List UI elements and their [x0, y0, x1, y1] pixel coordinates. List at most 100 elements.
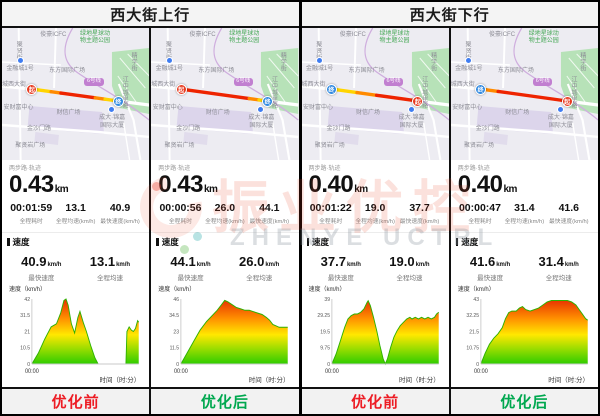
speed-area-chart: 0 10.75 21.5 32.25 43 00:00 — [466, 297, 588, 375]
stat-duration-value: 00:01:22 — [309, 202, 352, 215]
speed-area-chart: 0 11.5 23 34.5 46 00:00 — [169, 297, 288, 375]
chart-stat-avg-label: 全程均速 — [96, 275, 123, 282]
svg-text:34.5: 34.5 — [169, 313, 179, 319]
stat-row: 00:01:59 全程耗时 13.1 全程均速(km/h) 40.9 最快速度(… — [9, 202, 142, 225]
map-label-jingxue: 精学街 — [429, 51, 436, 72]
chart-stat-max-value-row: 44.1km/h — [156, 253, 225, 271]
section-up: 西大街上行 俊豪ICFC 聚贤街 绿地星球动 物主题公园 — [2, 2, 299, 414]
route-left-marker: 起 — [26, 83, 38, 95]
chart-stat-avg-label: 全程均速 — [545, 275, 572, 282]
stat-max-speed-value: 41.6 — [558, 202, 580, 215]
distance-unit: km — [54, 184, 69, 195]
map-label-xidajie: 城西大街 — [151, 82, 176, 89]
map-label-chengda-line2: 国际大厦 — [100, 122, 125, 129]
optimization-label: 优化前 — [2, 387, 150, 414]
map-label-jinshamen: 金沙门路 — [326, 125, 351, 132]
svg-text:46: 46 — [174, 297, 180, 303]
map-label-chengda-line1: 成大·锦嘉 — [398, 115, 425, 122]
section-title-down: 西大街下行 — [301, 2, 598, 28]
x-axis-label: 时间（时:分） — [248, 377, 290, 384]
map-label-park: 绿地星球动 物主题公园 — [529, 31, 559, 46]
svg-text:39: 39 — [324, 297, 330, 303]
map-label-jiangzhong: 江中城里路 — [270, 75, 277, 109]
speed-section-header: 速度 — [306, 236, 444, 248]
svg-text:00:00: 00:00 — [474, 369, 488, 375]
chart-stat-max: 44.1km/h 最快速度 — [156, 253, 225, 282]
map-label-park: 绿地星球动 物主题公园 — [229, 31, 259, 46]
section-bar-icon — [156, 238, 159, 246]
svg-text:32.25: 32.25 — [466, 313, 479, 319]
chart-stat-max-value: 41.6 — [469, 254, 496, 269]
trip-stats: 两步路·轨迹 0.40km 00:01:22 全程耗时 19.0 全程均速(km… — [302, 160, 449, 232]
map-label-jinshamen: 金沙门路 — [475, 125, 500, 132]
stat-duration-label: 全程耗时 — [319, 218, 343, 225]
chart-stat-max-unit: km/h — [196, 262, 211, 268]
chart-stat-max-label: 最快速度 — [327, 275, 354, 282]
stat-avg-speed-label: 全程均速(km/h) — [55, 218, 96, 225]
stat-avg-speed-value: 13.1 — [65, 202, 86, 215]
chart-stat-avg-unit: km/h — [116, 262, 131, 268]
chart-stat-max-value-row: 37.7km/h — [307, 253, 376, 271]
optimization-label: 优化前 — [301, 387, 449, 414]
stat-duration: 00:01:22 全程耗时 — [309, 202, 353, 225]
trip-stats: 两步路·轨迹 0.43km 00:01:59 全程耗时 13.1 全程均速(km… — [2, 160, 149, 232]
svg-text:11.5: 11.5 — [170, 346, 180, 352]
metro-line-badge: 6号线 — [383, 78, 404, 86]
y-axis-label: 速度（km/h） — [308, 287, 346, 293]
stat-avg-speed-label: 全程均速(km/h) — [355, 218, 395, 225]
map-label-chengda-line1: 成大·锦嘉 — [99, 115, 126, 122]
route-left-marker: 起 — [175, 83, 187, 95]
distance-number: 0.43 — [158, 171, 203, 198]
stat-avg-speed: 26.0 全程均速(km/h) — [203, 202, 247, 225]
chart-stat-max-value-row: 40.9km/h — [7, 253, 76, 271]
map-label-chengda: 成大·锦嘉 国际大厦 — [99, 115, 125, 130]
map-label-jinshamen: 金沙门路 — [27, 125, 52, 132]
map-label-anwealth: 安财富中心 — [302, 104, 333, 111]
map-label-chengda-line1: 成大·锦嘉 — [547, 115, 574, 122]
stat-duration-value: 00:00:47 — [458, 202, 501, 215]
route-map: 俊豪ICFC 聚贤街 绿地星球动 物主题公园 金融城1号 东方国际广场 城西大街 … — [450, 28, 598, 160]
map-label-anwealth: 安财富中心 — [452, 104, 483, 111]
chart-stat-max-value-row: 41.6km/h — [456, 253, 525, 271]
stat-duration: 00:00:56 全程耗时 — [158, 202, 202, 225]
stat-max-speed: 37.7 最快速度(km/h) — [397, 202, 441, 225]
route-left-marker: 终 — [475, 83, 487, 95]
poi-marker-icon — [556, 105, 564, 113]
poi-marker-icon — [108, 105, 116, 113]
chart-stat-avg: 31.4km/h 全程均速 — [524, 253, 593, 282]
chart-stat-avg-value: 19.0 — [389, 254, 415, 269]
chart-stat-max-value: 44.1 — [170, 254, 196, 269]
map-label-caixin: 财信广场 — [205, 109, 230, 116]
chart-stat-avg-value-row: 26.0km/h — [225, 253, 294, 271]
map-label-dongfang: 东方国际广场 — [497, 67, 534, 74]
stat-max-speed-label: 最快速度(km/h) — [548, 218, 589, 225]
map-label-juxian-street: 聚贤街 — [15, 41, 22, 61]
map-label-park: 绿地星球动 物主题公园 — [80, 31, 110, 46]
stat-avg-speed: 19.0 全程均速(km/h) — [353, 202, 397, 225]
map-label-anwealth: 安财富中心 — [3, 104, 34, 111]
stat-max-speed-label: 最快速度(km/h) — [100, 218, 140, 225]
svg-text:43: 43 — [473, 297, 479, 303]
svg-text:23: 23 — [174, 329, 180, 335]
speed-section: 速度 44.1km/h 最快速度 26.0km/h 全程均速 速度（km/h） … — [151, 232, 299, 387]
chart-stat-avg-label: 全程均速 — [246, 275, 273, 282]
route-right-marker: 终 — [262, 95, 274, 107]
stat-max-speed-value: 40.9 — [109, 202, 131, 215]
svg-text:0: 0 — [176, 362, 179, 368]
svg-text:9.75: 9.75 — [320, 346, 330, 352]
chart-stat-max-label: 最快速度 — [477, 275, 504, 282]
section-bar-icon — [306, 238, 309, 246]
poi-marker-icon — [257, 105, 265, 113]
map-label-chengda-line2: 国际大厦 — [548, 122, 573, 129]
map-label-dongfang: 东方国际广场 — [49, 67, 86, 74]
svg-text:21: 21 — [24, 329, 30, 335]
distance-value: 0.40km — [458, 172, 591, 197]
speed-chart: 速度（km/h） 0 9.75 19.5 29.25 39 00:00 时间（时:分） — [307, 284, 444, 385]
chart-stat-avg-value: 13.1 — [89, 254, 116, 269]
stat-max-speed-value: 37.7 — [409, 202, 430, 215]
map-label-juxian-street: 聚贤街 — [314, 41, 321, 61]
speed-section-header: 速度 — [7, 236, 144, 248]
distance-number: 0.40 — [457, 171, 503, 198]
chart-stat-max: 37.7km/h 最快速度 — [307, 253, 376, 282]
